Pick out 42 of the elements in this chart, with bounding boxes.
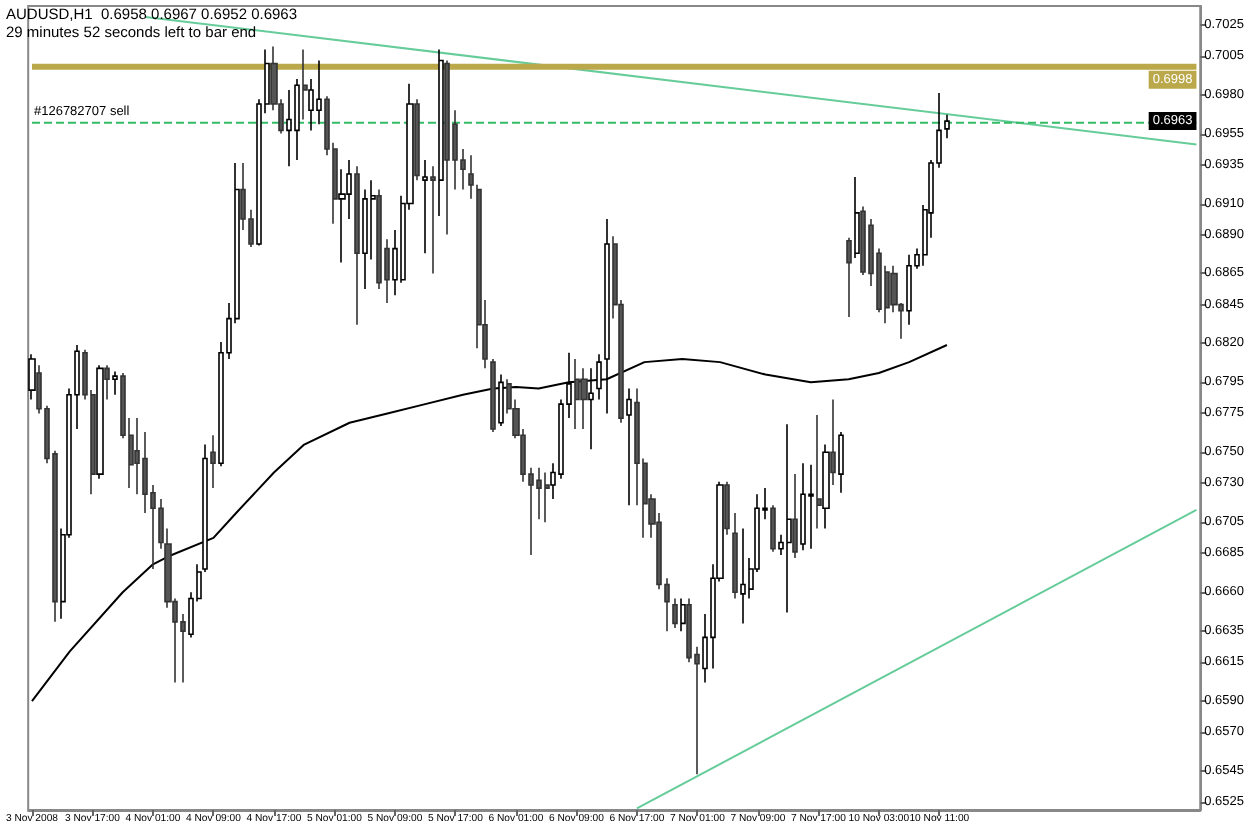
candlestick (846, 236, 852, 318)
candlestick (444, 59, 450, 236)
candlestick (854, 176, 860, 259)
candlestick (422, 159, 428, 255)
candlestick (906, 254, 912, 326)
candlestick (302, 48, 308, 121)
candlestick (830, 398, 836, 486)
candlestick (362, 188, 368, 290)
candlestick (28, 353, 36, 401)
candlestick (740, 527, 746, 625)
candlestick (800, 462, 806, 552)
candlestick (438, 48, 444, 217)
candlestick (338, 168, 346, 264)
candlestick (808, 463, 814, 550)
candlestick (732, 512, 738, 600)
candlestick (786, 423, 792, 614)
candlestick (596, 353, 602, 401)
candlestick (838, 431, 844, 494)
candlestick (822, 443, 830, 530)
candlestick (104, 364, 110, 401)
candlestick (672, 597, 678, 629)
candlestick (490, 358, 496, 433)
candlestick (626, 387, 632, 506)
candlestick (498, 373, 504, 427)
candlestick (724, 481, 730, 536)
candlestick (96, 364, 104, 480)
candlestick (294, 78, 300, 161)
candlestick (580, 367, 588, 430)
candlestick (770, 504, 776, 553)
candlestick (210, 434, 216, 489)
candlestick (544, 471, 550, 524)
candlestick (354, 165, 360, 326)
candlestick (792, 473, 798, 559)
candlestick (414, 98, 420, 181)
candlestick (588, 367, 594, 451)
candlestick (316, 59, 322, 125)
candlestick (944, 114, 950, 139)
candlestick (680, 597, 686, 632)
candlestick (430, 165, 436, 275)
candlestick (574, 358, 580, 430)
candlestick (112, 370, 118, 396)
candlestick (816, 414, 822, 530)
